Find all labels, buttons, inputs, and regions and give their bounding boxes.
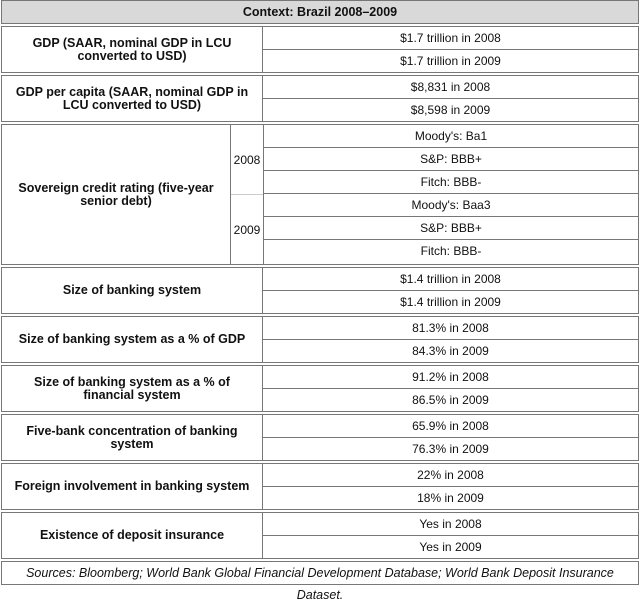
value-column: $1.7 trillion in 2008 $1.7 trillion in 20… [263,27,638,72]
table-section: Existence of deposit insurance Yes in 200… [1,512,639,559]
table-section: Foreign involvement in banking system 22%… [1,463,639,510]
table-body: GDP (SAAR, nominal GDP in LCU converted … [1,26,639,559]
value-cell: S&P: BBB+ [264,147,638,170]
table-section: Size of banking system $1.4 trillion in 2… [1,267,639,314]
row-label: Size of banking system as a % of GDP [2,317,263,362]
value-column: 22% in 2008 18% in 2009 [263,464,638,509]
value-cell: 86.5% in 2009 [263,388,638,411]
value-cell: $1.7 trillion in 2008 [400,31,501,45]
row-label: GDP per capita (SAAR, nominal GDP in LCU… [2,76,263,121]
year-label: 2008 [233,152,261,167]
value-cell: 76.3% in 2009 [263,437,638,460]
value-cell: $1.4 trillion in 2009 [263,290,638,313]
value-cell: 81.3% in 2008 [412,321,489,335]
value-cell: 22% in 2008 [417,468,484,482]
table-section: Sovereign credit rating (five-year senio… [1,124,639,265]
table-title: Context: Brazil 2008–2009 [1,0,639,24]
value-cell: $8,598 in 2009 [263,98,638,121]
value-cell: Yes in 2008 [419,517,482,531]
value-column: Yes in 2008 Yes in 2009 [263,513,638,558]
year-column: 2008 2009 [231,125,264,264]
row-label: GDP (SAAR, nominal GDP in LCU converted … [2,27,263,72]
value-column: $8,831 in 2008 $8,598 in 2009 [263,76,638,121]
row-label: Five-bank concentration of banking syste… [2,415,263,460]
year-label: 2009 [231,194,263,264]
table-section: GDP (SAAR, nominal GDP in LCU converted … [1,26,639,73]
value-cell: S&P: BBB+ [264,216,638,239]
value-cell: 91.2% in 2008 [412,370,489,384]
value-cell: Fitch: BBB- [264,239,638,262]
value-cell: Yes in 2009 [263,535,638,558]
value-cell: 18% in 2009 [263,486,638,509]
row-label: Sovereign credit rating (five-year senio… [2,125,231,264]
table-section: Size of banking system as a % of GDP 81.3… [1,316,639,363]
value-column: 91.2% in 2008 86.5% in 2009 [263,366,638,411]
value-cell: Moody's: Baa3 [264,193,638,216]
row-label: Size of banking system [2,268,263,313]
table-section: Size of banking system as a % of financi… [1,365,639,412]
row-label: Size of banking system as a % of financi… [2,366,263,411]
row-label: Existence of deposit insurance [2,513,263,558]
value-cell: Moody's: Ba1 [414,129,488,143]
table-section: Five-bank concentration of banking syste… [1,414,639,461]
value-cell: 65.9% in 2008 [412,419,489,433]
value-cell: 84.3% in 2009 [263,339,638,362]
value-column: 65.9% in 2008 76.3% in 2009 [263,415,638,460]
value-cell: $1.7 trillion in 2009 [263,49,638,72]
value-cell: $1.4 trillion in 2008 [400,272,501,286]
table-section: GDP per capita (SAAR, nominal GDP in LCU… [1,75,639,122]
value-column: 81.3% in 2008 84.3% in 2009 [263,317,638,362]
sources-note: Sources: Bloomberg; World Bank Global Fi… [1,561,639,602]
value-cell: Fitch: BBB- [264,170,638,193]
value-column: Moody's: Ba1 S&P: BBB+ Fitch: BBB- Moody's:… [264,125,638,264]
row-label: Foreign involvement in banking system [2,464,263,509]
value-cell: $8,831 in 2008 [410,80,491,94]
value-column: $1.4 trillion in 2008 $1.4 trillion in 20… [263,268,638,313]
